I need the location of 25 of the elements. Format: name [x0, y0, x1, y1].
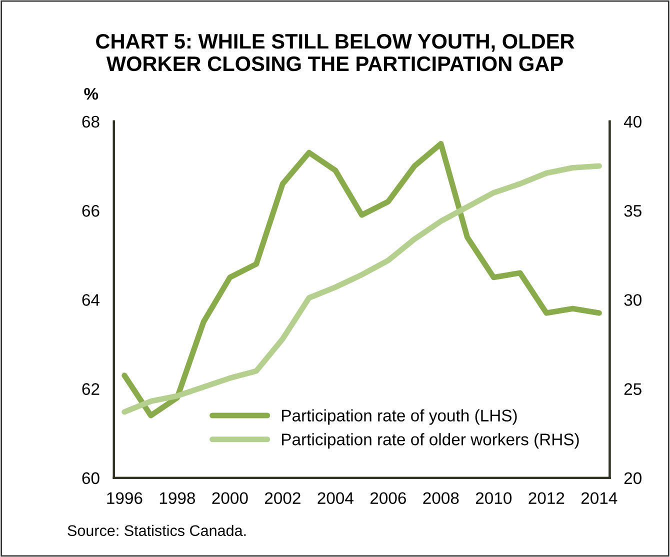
- y-tick-label: 64: [82, 294, 100, 306]
- x-tick-label: 2000: [212, 492, 248, 504]
- x-tick-label: 2014: [581, 492, 618, 504]
- y-tick-label: 60: [82, 472, 100, 484]
- legend-label: Participation rate of youth (LHS): [282, 409, 517, 425]
- y-axis-title: %: [84, 88, 98, 100]
- y-tick-label: 62: [82, 383, 100, 395]
- x-tick-label: 2006: [370, 492, 406, 504]
- legend-label: Participation rate of older workers (RHS): [282, 433, 579, 449]
- x-tick-label: 1996: [107, 492, 142, 504]
- y-tick-label: 68: [82, 116, 100, 128]
- y2-tick-label: 35: [624, 204, 642, 217]
- chart-title: CHART 5: WHILE STILL BELOW YOUTH, OLDER WORKER CLOSING THE PARTICIPATION GAP: [96, 34, 574, 72]
- source-note: Source: Statistics Canada.: [68, 524, 246, 536]
- x-tick-label: 2012: [528, 492, 564, 504]
- y2-tick-label: 40: [624, 116, 642, 128]
- x-tick-label: 2002: [264, 492, 300, 504]
- y2-tick-label: 30: [624, 294, 642, 306]
- y2-tick-label: 20: [624, 472, 642, 484]
- x-tick-label: 2004: [318, 492, 354, 504]
- x-tick-label: 1998: [160, 492, 196, 504]
- x-tick-label: 2008: [423, 492, 459, 504]
- y2-tick-label: 25: [624, 383, 642, 395]
- y-tick-label: 66: [82, 204, 100, 217]
- x-tick-label: 2010: [476, 492, 512, 504]
